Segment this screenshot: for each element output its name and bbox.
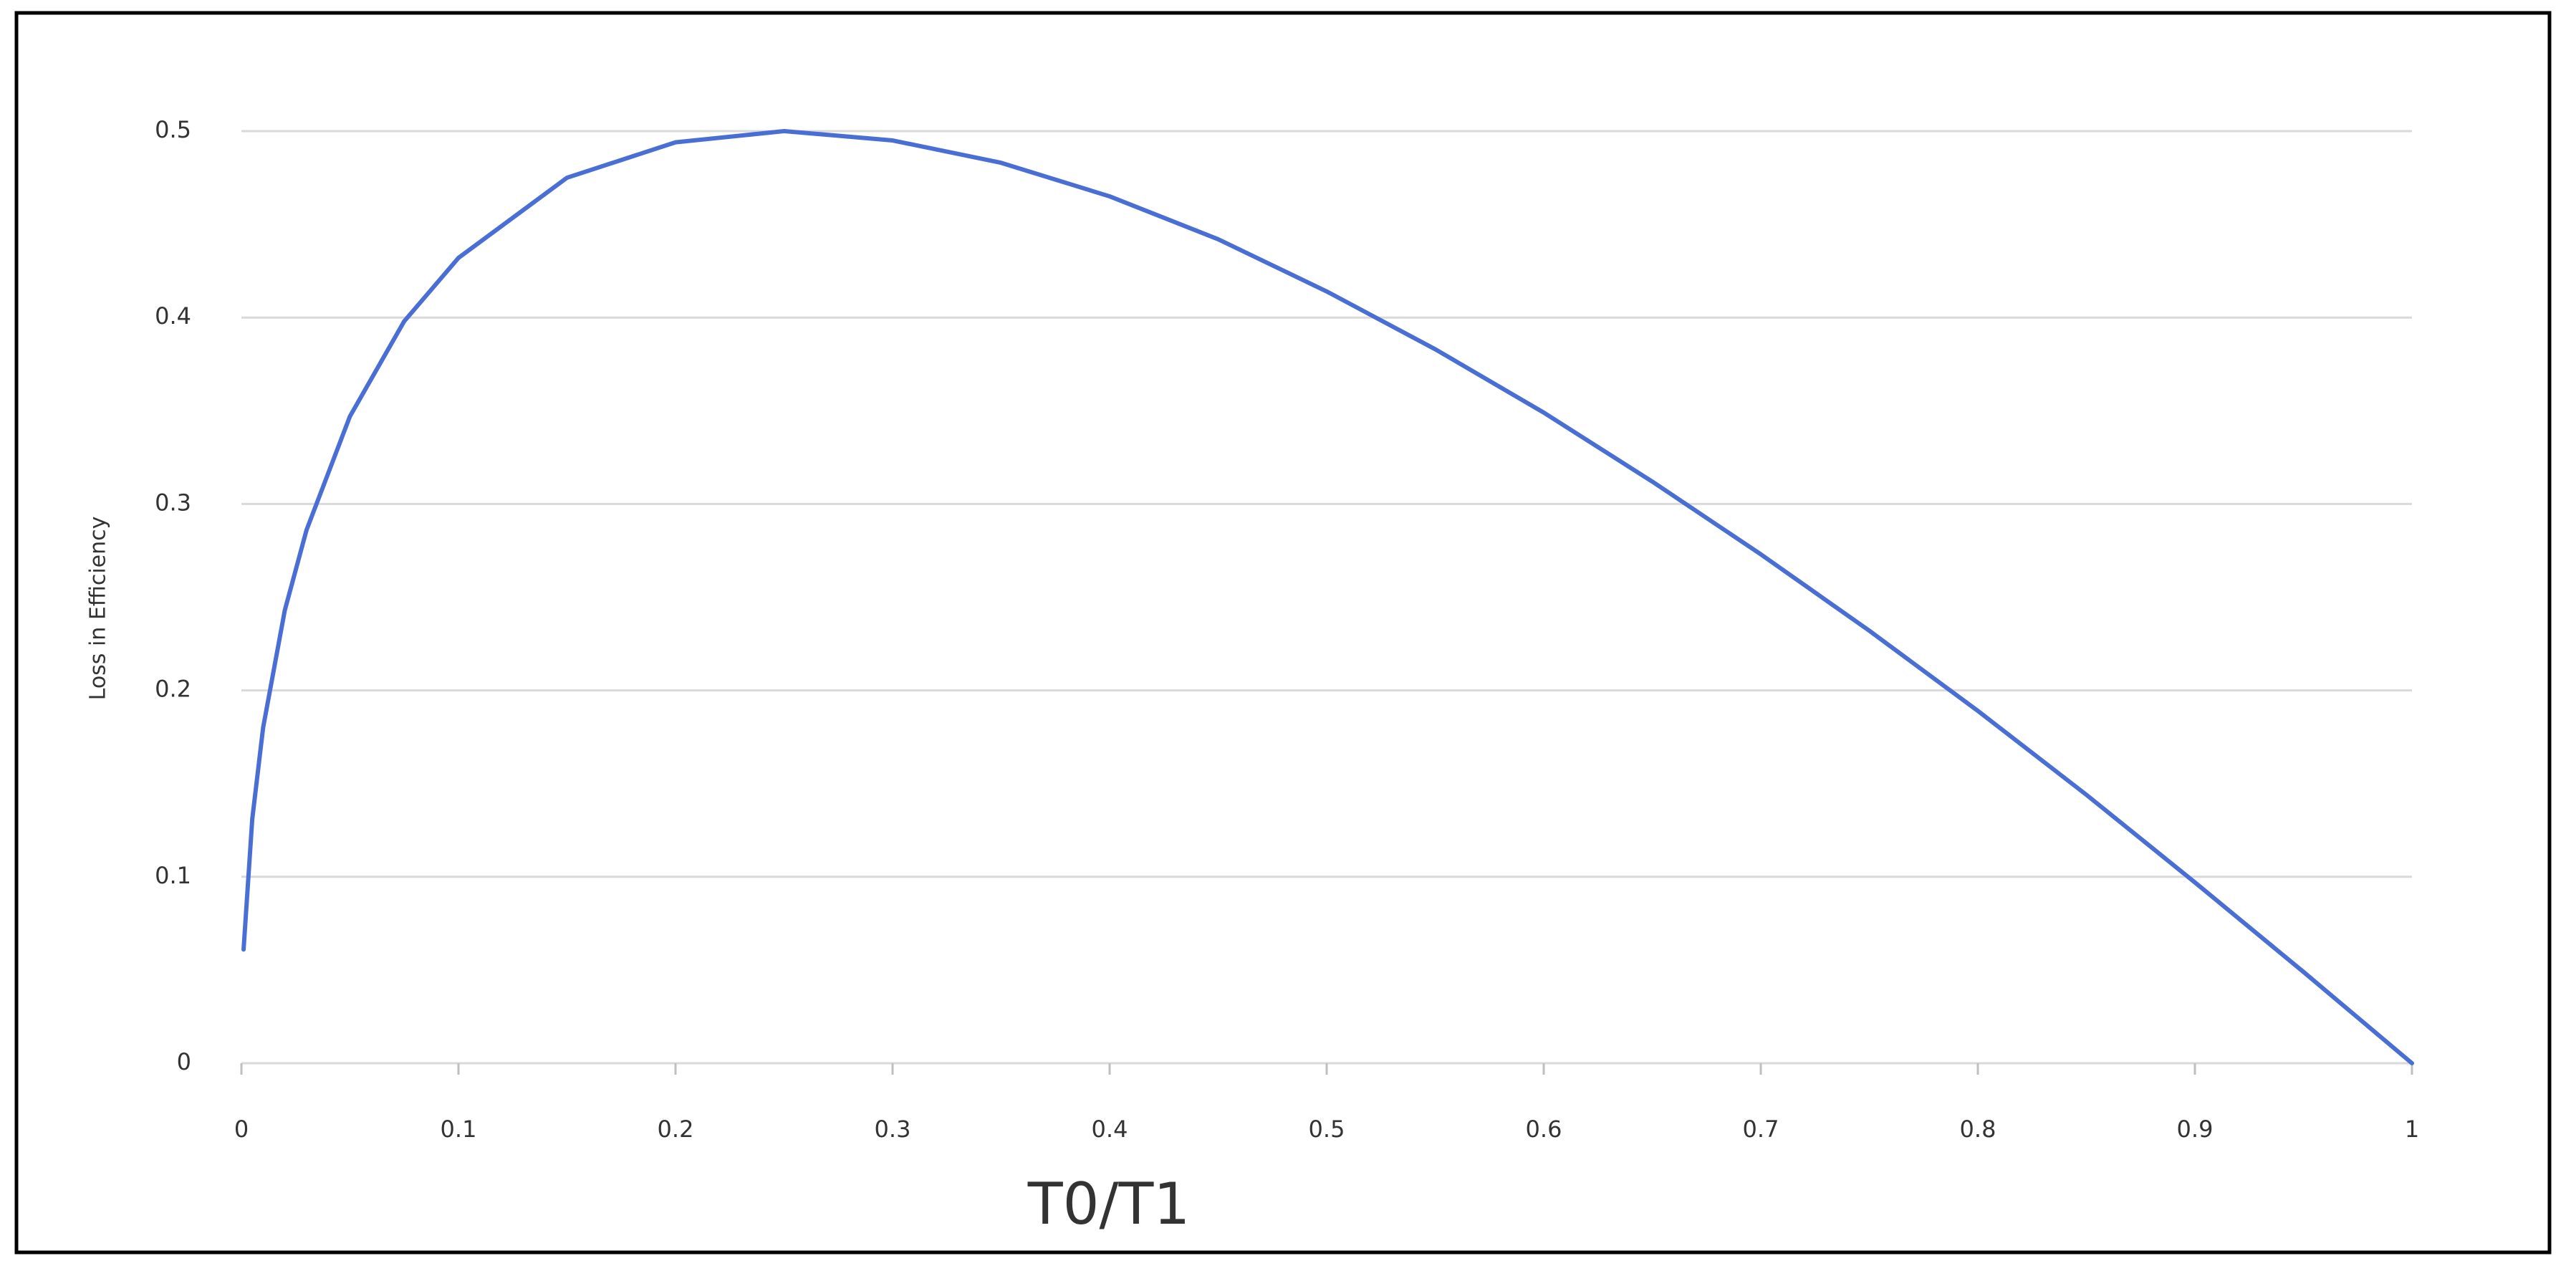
- y-tick-label: 0.1: [155, 862, 191, 889]
- x-tick-label: 0.2: [658, 1116, 694, 1143]
- y-tick-label: 0.2: [155, 676, 191, 703]
- x-tick-label: 0.6: [1526, 1116, 1562, 1143]
- y-axis-label: Loss in Efficiency: [86, 517, 111, 701]
- y-tick-label: 0.4: [155, 302, 191, 330]
- x-tick-label: 0.5: [1309, 1116, 1345, 1143]
- x-tick-label: 0.1: [441, 1116, 477, 1143]
- x-tick-label: 0.3: [875, 1116, 911, 1143]
- x-axis-label: T0/T1: [1027, 1171, 1190, 1237]
- x-tick-label: 0.7: [1743, 1116, 1779, 1143]
- x-tick-label: 0.4: [1092, 1116, 1128, 1143]
- y-tick-label: 0.3: [155, 489, 191, 516]
- frame: [14, 11, 2552, 1255]
- y-tick-label: 0.5: [155, 116, 191, 143]
- data-line: [241, 129, 2414, 1065]
- x-tick-label: 0.9: [2177, 1116, 2214, 1143]
- y-tick-label: 0: [177, 1048, 191, 1075]
- x-tick-label: 0.8: [1960, 1116, 1996, 1143]
- x-tick-label: 0: [234, 1116, 249, 1143]
- x-tick-label: 1: [2405, 1116, 2419, 1143]
